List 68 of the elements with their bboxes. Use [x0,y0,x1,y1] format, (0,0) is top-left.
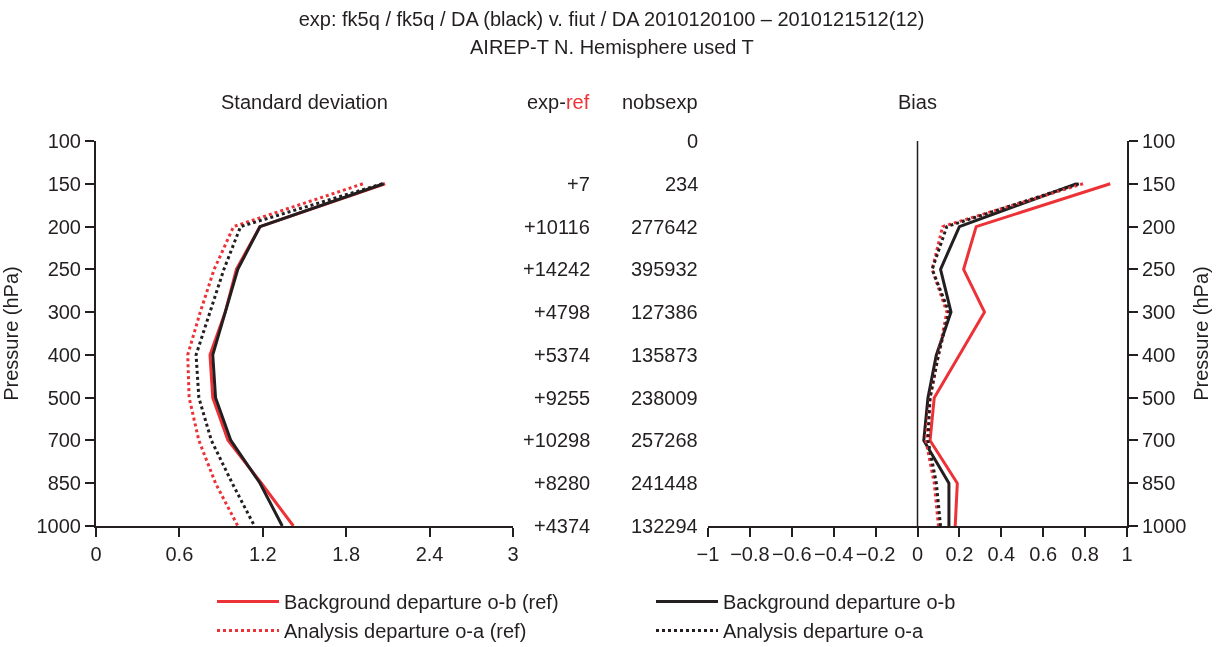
x-tick-label: −0.2 [855,543,896,565]
legend-label: Background departure o-b (ref) [284,591,559,614]
x-tick-label: −0.4 [813,543,854,565]
y-tick-label: 100 [47,130,81,152]
text: +14242 [523,258,591,280]
x-tick-label: 1.2 [248,543,277,565]
y-tick-label: 150 [1142,172,1176,195]
text: AIREP-T N. Hemisphere used T [470,36,754,58]
x-tick-label: −0.6 [772,543,812,565]
text: 238009 [631,387,698,409]
y-tick-label: 850 [47,472,81,495]
x-tick-label: 3 [507,543,519,565]
text: 132294 [631,515,698,537]
text: 135873 [631,344,698,366]
y-tick-label: 250 [1142,258,1176,281]
y-tick-label: 300 [47,301,81,324]
y-tick-label: 150 [47,172,81,195]
x-tick-label: 0 [911,543,924,565]
y-tick-label: 400 [1142,343,1176,366]
text: nobsexp [622,91,698,113]
x-tick-label: −0.8 [730,543,770,565]
y-tick-label: 100 [1142,130,1176,152]
y-tick-label: 200 [47,215,81,238]
legend-label: Analysis departure o-a [723,620,924,643]
x-tick-label: 2.4 [415,543,444,565]
text: 127386 [631,301,698,323]
x-tick-label: 0.2 [945,543,974,565]
text: +4374 [534,515,591,537]
chart-title: Bias [898,91,937,113]
text: 0 [687,130,699,152]
y-tick-label: 300 [1142,301,1176,324]
y-tick-label: 850 [1142,472,1176,495]
x-tick-label: 0.6 [165,543,194,565]
text: +7 [567,173,590,195]
y-tick-label: 200 [1142,215,1176,238]
x-tick-label: 1.8 [332,543,361,565]
text: 277642 [631,216,698,238]
text: exp: fk5q / fk5q / DA (black) v. fiut / DA 2010120100 – 2010121512(12) [298,8,925,30]
text: 234 [665,173,699,195]
text: +5374 [534,344,591,366]
y-axis-title: Pressure (hPa) [1189,266,1212,401]
y-axis-title: Pressure (hPa) [0,266,22,401]
text: 257268 [631,429,698,451]
x-tick-label: 0.6 [1029,543,1058,565]
text: +8280 [534,472,591,494]
y-tick-label: 1000 [36,515,81,537]
text: exp-ref [527,91,590,113]
y-tick-label: 1000 [1142,515,1187,537]
y-tick-label: 500 [1142,386,1176,409]
y-tick-label: 500 [47,386,81,409]
x-tick-label: 1 [1121,543,1133,565]
x-tick-label: 0.4 [987,543,1016,565]
text: +10298 [523,429,591,451]
text: 241448 [631,472,698,494]
chart-title: Standard deviation [221,91,388,113]
y-tick-label: 250 [47,258,81,281]
legend-label: Analysis departure o-a (ref) [284,620,527,643]
text: +10116 [524,216,590,238]
text: +9255 [534,387,591,409]
y-tick-label: 700 [1142,429,1176,452]
text: 395932 [631,258,698,280]
x-tick-label: −1 [696,543,720,565]
x-tick-label: 0 [90,543,102,565]
x-tick-label: 0.8 [1071,543,1100,565]
y-tick-label: 400 [47,343,81,366]
text: +4798 [534,301,591,323]
legend-label: Background departure o-b [723,591,956,614]
y-tick-label: 700 [47,429,81,452]
